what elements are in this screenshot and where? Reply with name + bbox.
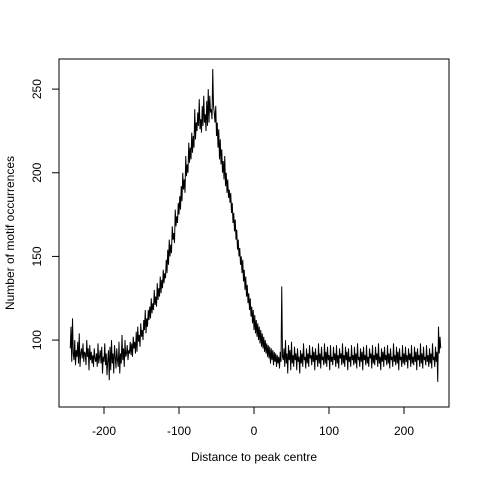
series-line [69,69,442,382]
y-tick-label: 100 [30,330,44,350]
y-tick-label: 250 [30,79,44,99]
x-tick-label: 0 [251,424,258,438]
y-axis: 100 150 200 250 [30,79,60,350]
x-tick-label: -200 [92,424,116,438]
y-tick-label: 200 [30,162,44,182]
x-tick-label: -100 [167,424,191,438]
x-tick-label: 200 [394,424,414,438]
y-tick-label: 150 [30,246,44,266]
x-axis: -200 -100 0 100 200 [92,406,414,438]
x-tick-label: 100 [319,424,339,438]
y-axis-title: Number of motif occurrences [3,156,17,310]
x-axis-title: Distance to peak centre [191,450,317,464]
